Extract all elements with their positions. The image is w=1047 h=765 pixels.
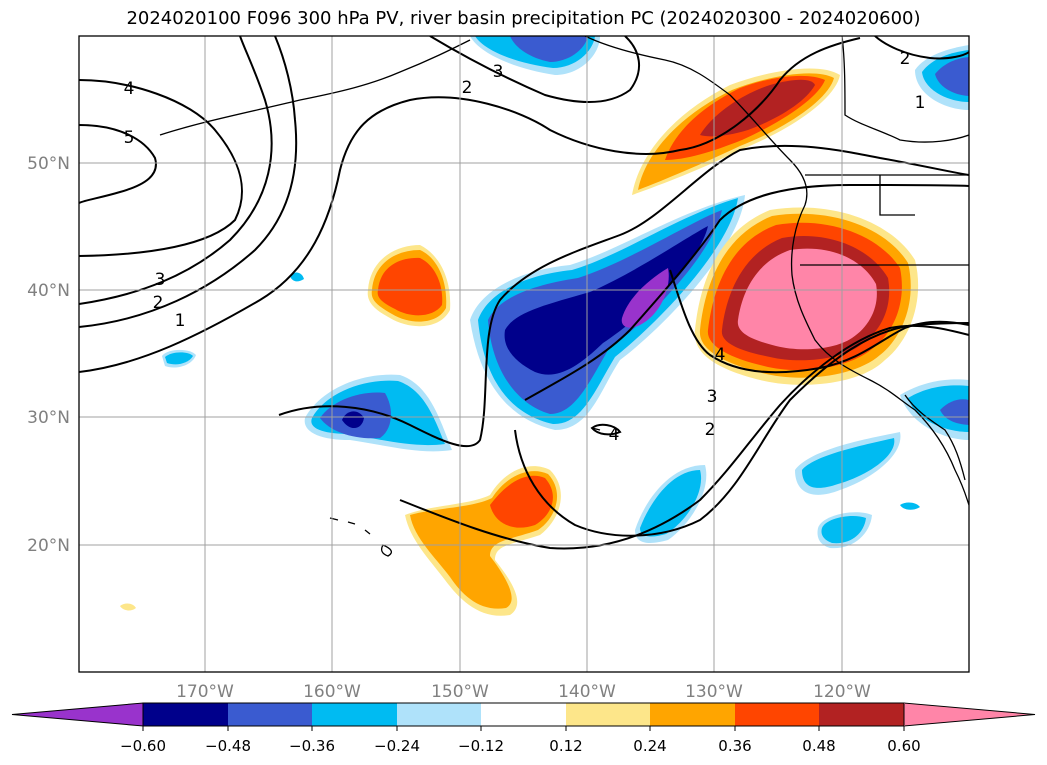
lat-label: 50°N: [27, 154, 70, 174]
graticule: [79, 36, 969, 672]
coastlines: [159, 36, 969, 557]
colorbar-low-extension: [11, 702, 144, 727]
contour-label: 3: [493, 62, 504, 82]
pv-contours: [79, 36, 969, 550]
colorbar-tick-label: −0.12: [458, 737, 504, 755]
contour-label: 4: [715, 345, 726, 365]
colorbar-tick-label: 0.48: [802, 737, 835, 755]
contour-label: 4: [609, 425, 620, 445]
contour-label: 3: [707, 387, 718, 407]
contour-label: 1: [915, 93, 926, 113]
contour-label: 1: [175, 311, 186, 331]
lat-label: 30°N: [27, 408, 70, 428]
colorbar-tick-label: 0.24: [633, 737, 666, 755]
map-frame: [78, 35, 970, 673]
colorbar-tick-label: 0.12: [549, 737, 582, 755]
contour-label: 2: [900, 49, 911, 69]
contour-label: 2: [705, 420, 716, 440]
contour-labels: 4 5 3 2 1 2 3 4 4 3 2 2 1: [124, 49, 926, 445]
contour-label: 3: [155, 270, 166, 290]
colorbar-tick-label: −0.60: [120, 737, 166, 755]
colorbar-tick-label: 0.36: [718, 737, 751, 755]
lat-label: 20°N: [27, 536, 70, 556]
lon-label: 120°W: [813, 682, 871, 702]
precip-shading: [120, 36, 969, 616]
contour-label: 2: [462, 78, 473, 98]
map-title: 2024020100 F096 300 hPa PV, river basin …: [126, 8, 921, 29]
lat-label: 40°N: [27, 281, 70, 301]
lon-label: 130°W: [685, 682, 743, 702]
colorbar-tick-label: −0.24: [374, 737, 420, 755]
lon-label: 150°W: [431, 682, 489, 702]
colorbar-tick-label: −0.36: [289, 737, 335, 755]
lon-label: 160°W: [303, 682, 361, 702]
contour-label: 2: [153, 293, 164, 313]
colorbar-tick-label: 0.60: [887, 737, 920, 755]
colorbar-tick-label: −0.48: [205, 737, 251, 755]
contour-label: 5: [124, 128, 135, 148]
lon-label: 170°W: [176, 682, 234, 702]
colorbar-high-extension: [903, 702, 1036, 727]
colorbar: −0.60 −0.48 −0.36 −0.24 −0.12 0.12 0.24 …: [11, 702, 1036, 755]
lon-label: 140°W: [558, 682, 616, 702]
contour-label: 4: [124, 79, 135, 99]
